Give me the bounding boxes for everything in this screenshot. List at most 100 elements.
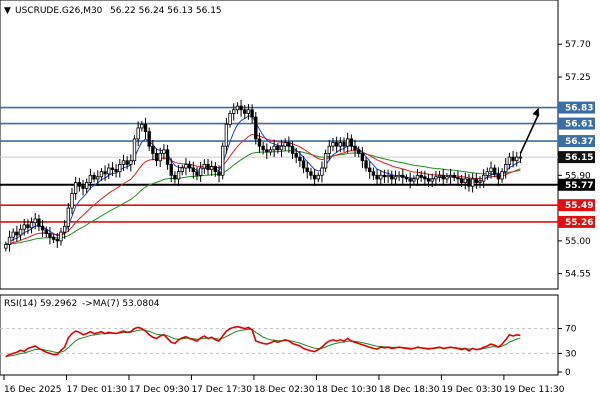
rsi-axis: 70 30 0 (0, 325, 577, 378)
candle-body (353, 145, 357, 151)
candle-body (290, 145, 295, 154)
candle-body (364, 160, 368, 169)
dropdown-arrow-icon[interactable]: ▼ (4, 6, 11, 16)
candle-body (96, 176, 100, 180)
candle-body (272, 145, 276, 151)
candle-body (121, 160, 126, 165)
candle-body (176, 171, 181, 180)
candle-body (493, 167, 497, 175)
candle-body (99, 171, 104, 178)
candle-body (397, 174, 401, 178)
rsi-lines (5, 325, 521, 358)
candle-body (316, 174, 320, 180)
time-tick-label: 17 Dec 09:30 (129, 385, 190, 395)
candle-body (404, 177, 409, 180)
candle-body (162, 149, 166, 154)
candle-body (478, 180, 482, 183)
candle-body (169, 163, 173, 176)
candle-body (489, 167, 493, 173)
candle-body (481, 174, 486, 182)
candle-body (206, 163, 210, 170)
time-axis: 16 Dec 2025 17 Dec 01:30 17 Dec 09:30 17 De… (3, 375, 565, 395)
candle-body (7, 236, 12, 245)
candle-body (11, 231, 15, 238)
candle-body (305, 167, 309, 173)
candle-body (70, 193, 74, 209)
candle-body (59, 231, 63, 242)
candle-body (298, 156, 302, 162)
candle-body (456, 177, 460, 180)
candle-body (125, 160, 129, 165)
candle-body (331, 142, 335, 147)
candle-body (51, 236, 56, 240)
candle-body (371, 171, 376, 176)
candle-body (254, 116, 258, 140)
candle-body (412, 178, 416, 182)
forecast-arrow (519, 107, 540, 154)
candle-body (408, 178, 412, 182)
candle-body (459, 178, 464, 183)
candle-body (18, 228, 23, 236)
level-label-box (558, 199, 595, 212)
candle-body (143, 123, 148, 133)
time-tick-label: 19 Dec 03:30 (441, 385, 502, 395)
candle-body (386, 174, 390, 178)
candle-body (441, 174, 445, 180)
candle-body (165, 149, 170, 165)
candle-body (232, 109, 236, 114)
candle-body (29, 222, 34, 229)
candle-body (452, 174, 456, 178)
candle-body (243, 109, 247, 114)
candle-body (257, 138, 262, 147)
candle-body (213, 166, 218, 173)
candle-body (349, 138, 354, 147)
arrow-shaft (519, 113, 540, 154)
rsi-tick-label: 30 (565, 349, 577, 359)
candle-body (445, 176, 449, 180)
candle-body (44, 229, 48, 234)
candle-body (368, 167, 372, 173)
candle-body (518, 156, 523, 159)
candle-body (393, 176, 398, 180)
symbol-label: USCRUDE.G26,M30 (15, 6, 103, 16)
candle-body (357, 149, 361, 154)
candle-body (360, 153, 365, 162)
candle-body (419, 174, 423, 178)
candle-body (158, 153, 162, 162)
time-tick-label: 19 Dec 11:30 (504, 385, 565, 395)
candle-body (48, 233, 52, 238)
candle-body (37, 218, 41, 227)
candle-body (463, 178, 467, 183)
candle-body (62, 225, 67, 233)
candle-body (110, 167, 115, 170)
candle-body (312, 174, 317, 180)
level-label-box (558, 101, 595, 114)
candle-body (180, 167, 184, 173)
price-tick-label: 57.25 (565, 73, 591, 83)
candle-body (81, 185, 85, 189)
price-tick-label: 55.00 (565, 237, 591, 247)
rsi-tick-label: 70 (565, 325, 577, 335)
candle-body (55, 238, 59, 242)
candle-body (430, 178, 434, 182)
candle-body (334, 142, 339, 147)
candle-body (323, 153, 328, 169)
candle-body (198, 167, 203, 176)
candle-body (173, 174, 177, 180)
main-panel-frame (0, 0, 559, 290)
candles (4, 99, 523, 252)
level-label: 56.83 (565, 104, 593, 114)
rsi-ma-label: ->MA(7) 53.0804 (82, 299, 160, 309)
price-tick-label: 54.55 (565, 270, 591, 280)
price-tick-label: 57.70 (565, 40, 591, 50)
candle-body (224, 123, 229, 147)
candle-body (66, 207, 71, 227)
candle-body (136, 127, 140, 140)
rsi-label: RSI(14) 59.2962 (4, 299, 77, 309)
ohlc-readout: 56.22 56.24 56.13 56.15 (110, 6, 222, 16)
candle-body (26, 224, 30, 229)
candle-body (382, 174, 387, 178)
level-label-box (558, 135, 595, 148)
candle-body (265, 149, 269, 153)
